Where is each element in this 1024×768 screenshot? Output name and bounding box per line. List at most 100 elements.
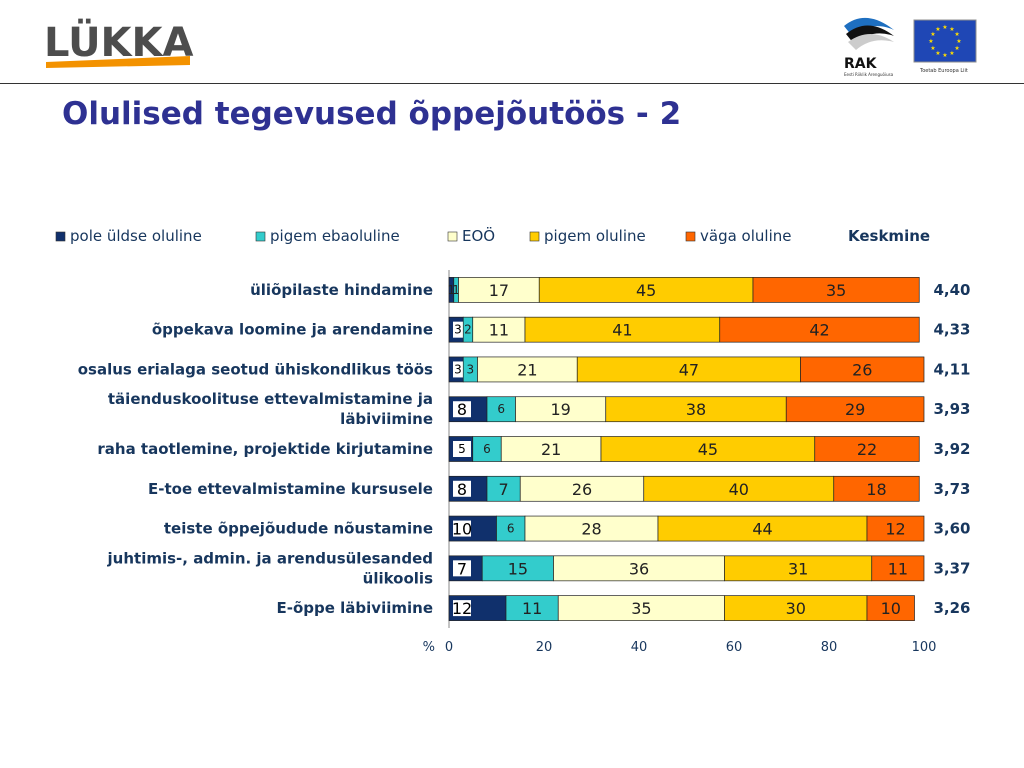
data-label-box bbox=[453, 361, 463, 378]
legend-swatch bbox=[447, 231, 458, 242]
bar-segment bbox=[472, 316, 526, 343]
legend-label: EOÖ bbox=[462, 226, 495, 245]
data-label: 7 bbox=[499, 480, 509, 499]
eu-flag: ★ ★ ★ ★ ★ ★ ★ ★ ★ ★ ★ ★ Toetab Euroopa Liit bbox=[912, 18, 978, 74]
category-label: raha taotlemine, projektide kirjutamine bbox=[97, 440, 433, 458]
bar-segment bbox=[500, 436, 602, 462]
x-tick-label: 80 bbox=[821, 640, 838, 655]
legend-label: väga oluline bbox=[700, 227, 791, 245]
bar-segment bbox=[871, 555, 925, 582]
bar-segment bbox=[486, 475, 521, 502]
bar-segment bbox=[458, 277, 540, 303]
data-label: 3 bbox=[454, 362, 462, 376]
legend-swatch bbox=[529, 231, 540, 242]
bar-segment bbox=[515, 396, 607, 423]
data-label-box bbox=[453, 441, 471, 457]
data-label: 36 bbox=[629, 559, 649, 578]
data-label-box bbox=[453, 480, 471, 497]
eu-caption: Toetab Euroopa Liit bbox=[919, 68, 968, 74]
bar-segment bbox=[719, 316, 920, 343]
data-label-box bbox=[453, 600, 471, 617]
data-label-box bbox=[453, 401, 471, 418]
data-label: 10 bbox=[881, 599, 901, 618]
data-label: 15 bbox=[508, 559, 528, 578]
eu-star-icon: ★ bbox=[930, 45, 935, 52]
data-label: 35 bbox=[631, 599, 651, 618]
legend-label: pole üldse oluline bbox=[70, 227, 202, 245]
data-label: 41 bbox=[612, 321, 632, 340]
data-label: 11 bbox=[489, 321, 509, 340]
category-label: E-toe ettevalmistamine kursusele bbox=[148, 480, 433, 498]
bar-segment bbox=[643, 475, 835, 502]
data-label: 1 bbox=[452, 283, 460, 297]
average-header: Keskmine bbox=[848, 227, 930, 245]
data-label: 22 bbox=[857, 440, 877, 459]
bar-segment bbox=[866, 515, 925, 542]
bar-segment bbox=[472, 436, 502, 462]
data-label: 42 bbox=[809, 321, 829, 340]
eu-star-icon: ★ bbox=[949, 50, 954, 57]
stacked-bar-chart: pole üldse oluline pigem ebaoluline EOÖ pig… bbox=[0, 220, 1024, 660]
data-label: 29 bbox=[845, 400, 865, 419]
x-tick-label: 40 bbox=[631, 640, 648, 655]
average-value: 4,33 bbox=[933, 321, 970, 339]
average-value: 3,93 bbox=[933, 400, 970, 418]
eu-star-icon: ★ bbox=[935, 50, 940, 57]
data-label-box bbox=[453, 560, 471, 577]
data-label: 8 bbox=[457, 400, 467, 419]
rak-logo: RAK Eesti Riiklik Arenguõiusa bbox=[838, 12, 900, 80]
data-label: 47 bbox=[679, 360, 699, 379]
rak-logo-subtext: Eesti Riiklik Arenguõiusa bbox=[844, 72, 894, 77]
category-label: teiste õppejõudude nõustamine bbox=[164, 520, 433, 538]
bar-segment bbox=[605, 396, 787, 423]
bar-segment bbox=[752, 277, 920, 303]
category-label: juhtimis-, admin. ja arendusülesanded üli… bbox=[107, 549, 434, 587]
data-label: 12 bbox=[452, 599, 472, 618]
data-label: 11 bbox=[522, 599, 542, 618]
bar-segment bbox=[524, 515, 659, 542]
average-value: 4,40 bbox=[933, 281, 970, 299]
data-label: 11 bbox=[888, 559, 908, 578]
data-label: 19 bbox=[550, 400, 570, 419]
legend-swatch bbox=[55, 231, 66, 242]
bar-segment bbox=[496, 515, 526, 542]
legend-label: pigem ebaoluline bbox=[270, 227, 400, 245]
data-label: 6 bbox=[497, 402, 505, 416]
lukka-logo-text: LÜKKA bbox=[44, 18, 194, 66]
bar-segment bbox=[785, 396, 925, 423]
data-label: 3 bbox=[467, 362, 475, 376]
bar-segment bbox=[833, 475, 920, 502]
category-label: täienduskoolituse ettevalmistamine ja läb… bbox=[108, 390, 433, 428]
bar-segment bbox=[600, 436, 816, 462]
category-label: osalus erialaga seotud ühiskondlikus töö… bbox=[78, 360, 433, 378]
category-label: E-õppe läbiviimine bbox=[277, 599, 433, 617]
data-label: 21 bbox=[541, 440, 561, 459]
category-label: õppekava loomine ja arendamine bbox=[152, 321, 433, 339]
data-label: 26 bbox=[572, 480, 592, 499]
legend-swatch bbox=[685, 231, 696, 242]
data-label: 30 bbox=[786, 599, 806, 618]
legend-swatch bbox=[255, 231, 266, 242]
x-axis-unit: % bbox=[423, 640, 435, 655]
eu-star-icon: ★ bbox=[954, 45, 959, 52]
average-value: 3,92 bbox=[933, 440, 970, 458]
bar-segment bbox=[553, 555, 725, 582]
eu-star-icon: ★ bbox=[928, 38, 933, 45]
eu-star-icon: ★ bbox=[942, 52, 947, 59]
x-tick-label: 20 bbox=[536, 640, 553, 655]
header-divider bbox=[0, 83, 1024, 84]
page-title: Olulised tegevused õppejõutöös - 2 bbox=[62, 96, 682, 132]
data-label: 3 bbox=[454, 323, 462, 337]
data-label: 2 bbox=[464, 323, 472, 337]
eu-star-icon: ★ bbox=[930, 31, 935, 38]
data-label: 5 bbox=[458, 442, 466, 456]
data-label: 26 bbox=[852, 360, 872, 379]
data-label: 12 bbox=[885, 520, 905, 539]
bar-segment bbox=[866, 595, 915, 621]
data-label: 8 bbox=[457, 480, 467, 499]
category-label: üliõpilaste hindamine bbox=[250, 281, 433, 299]
x-tick-label: 60 bbox=[726, 640, 743, 655]
data-label: 6 bbox=[507, 522, 515, 536]
average-value: 3,26 bbox=[933, 599, 970, 617]
bar-segment bbox=[576, 356, 801, 383]
